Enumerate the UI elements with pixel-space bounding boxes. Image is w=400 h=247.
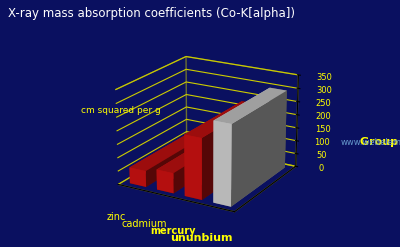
Text: X-ray mass absorption coefficients (Co-K[alpha]): X-ray mass absorption coefficients (Co-K… [8, 7, 295, 21]
